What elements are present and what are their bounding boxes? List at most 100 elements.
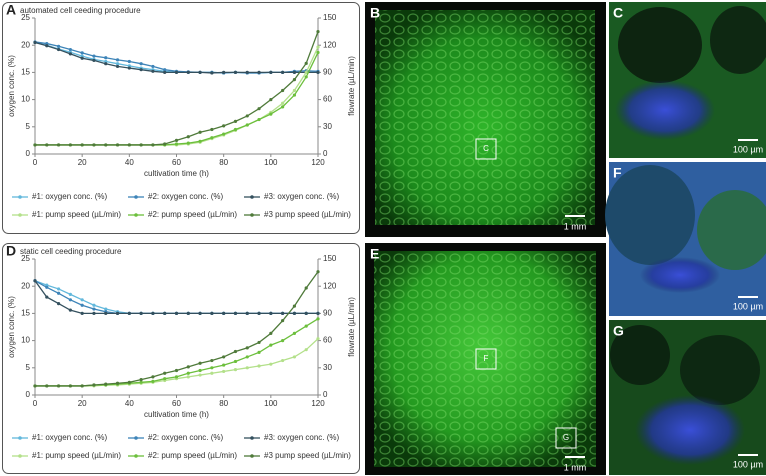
point [68, 143, 72, 147]
image-label: B [370, 5, 380, 21]
point [210, 371, 214, 375]
point [33, 40, 37, 45]
point [104, 62, 108, 66]
point [139, 62, 143, 66]
legend-swatch [250, 436, 254, 440]
point [245, 346, 249, 350]
point [222, 132, 226, 136]
point [80, 303, 84, 307]
point [80, 143, 84, 147]
x-tick-label: 100 [264, 399, 278, 408]
point [198, 368, 202, 373]
point [222, 363, 226, 367]
point [292, 311, 297, 315]
point [68, 298, 72, 302]
legend-swatch [250, 195, 254, 199]
point [281, 70, 285, 74]
point [115, 381, 120, 385]
point [292, 93, 297, 97]
point [115, 58, 120, 62]
point [222, 355, 226, 359]
point [304, 348, 308, 352]
chart-title: static cell ceeding procedure [20, 247, 122, 256]
point [186, 70, 190, 74]
point [163, 311, 167, 315]
point [45, 44, 49, 48]
point [281, 105, 285, 109]
image-label: F [613, 165, 622, 181]
point [257, 70, 261, 74]
point [316, 70, 320, 74]
point [304, 70, 308, 74]
chart-title: automated cell ceeding procedure [20, 6, 141, 15]
point [115, 64, 120, 69]
point [127, 59, 131, 64]
y-tick-label: 0 [26, 149, 31, 158]
point [304, 324, 308, 328]
point [210, 71, 214, 75]
micrograph: E F G 1 mm [365, 243, 606, 475]
image-label: G [613, 323, 624, 339]
x-tick-label: 80 [219, 399, 228, 408]
micrograph: F 100 µm [605, 162, 766, 316]
scale-label: 100 µm [733, 459, 763, 469]
legend-label: #2: oxygen conc. (%) [148, 433, 223, 442]
y-tick-label: 15 [21, 309, 30, 318]
y2-tick-label: 60 [323, 336, 332, 345]
y2-tick-label: 30 [323, 363, 332, 372]
zoom-box [475, 348, 497, 370]
point [245, 114, 249, 118]
legend-swatch [134, 436, 138, 440]
point [186, 375, 190, 379]
y2-axis-label: flowrate (µL/min) [347, 297, 356, 357]
point [151, 143, 155, 147]
point [198, 130, 202, 134]
point [269, 112, 273, 116]
point [139, 68, 143, 72]
point [115, 143, 120, 147]
point [151, 64, 155, 69]
point [68, 52, 72, 56]
y-tick-label: 10 [21, 95, 30, 104]
point [163, 70, 167, 74]
zoom-box-label: F [484, 354, 489, 363]
point [56, 143, 61, 147]
point [56, 291, 61, 295]
point [174, 368, 179, 373]
y2-tick-label: 120 [323, 40, 337, 49]
point [292, 70, 297, 74]
panel-letter: A [6, 2, 16, 18]
point [198, 70, 202, 74]
point [233, 70, 238, 74]
point [56, 287, 61, 291]
point [233, 368, 238, 372]
y2-tick-label: 150 [323, 254, 337, 263]
legend-label: #3 pump speed (µL/min) [264, 210, 351, 219]
image-label: E [370, 246, 379, 262]
point [80, 51, 84, 55]
point [198, 361, 202, 365]
legend-swatch [18, 436, 22, 440]
y2-tick-label: 30 [323, 122, 332, 131]
point [163, 377, 167, 381]
point [269, 362, 273, 366]
legend-label: #2: pump speed (µL/min) [148, 451, 237, 460]
point [56, 44, 61, 48]
point [139, 380, 143, 384]
point [316, 30, 320, 34]
point [45, 143, 49, 147]
point [269, 311, 273, 315]
point [198, 311, 202, 315]
point [269, 331, 273, 335]
point [127, 143, 131, 147]
point [92, 143, 96, 147]
point [316, 50, 320, 55]
point [269, 98, 273, 102]
point [151, 375, 155, 379]
point [186, 371, 190, 375]
point [92, 311, 96, 315]
point [56, 47, 61, 52]
point [257, 311, 261, 315]
y-tick-label: 10 [21, 336, 30, 345]
